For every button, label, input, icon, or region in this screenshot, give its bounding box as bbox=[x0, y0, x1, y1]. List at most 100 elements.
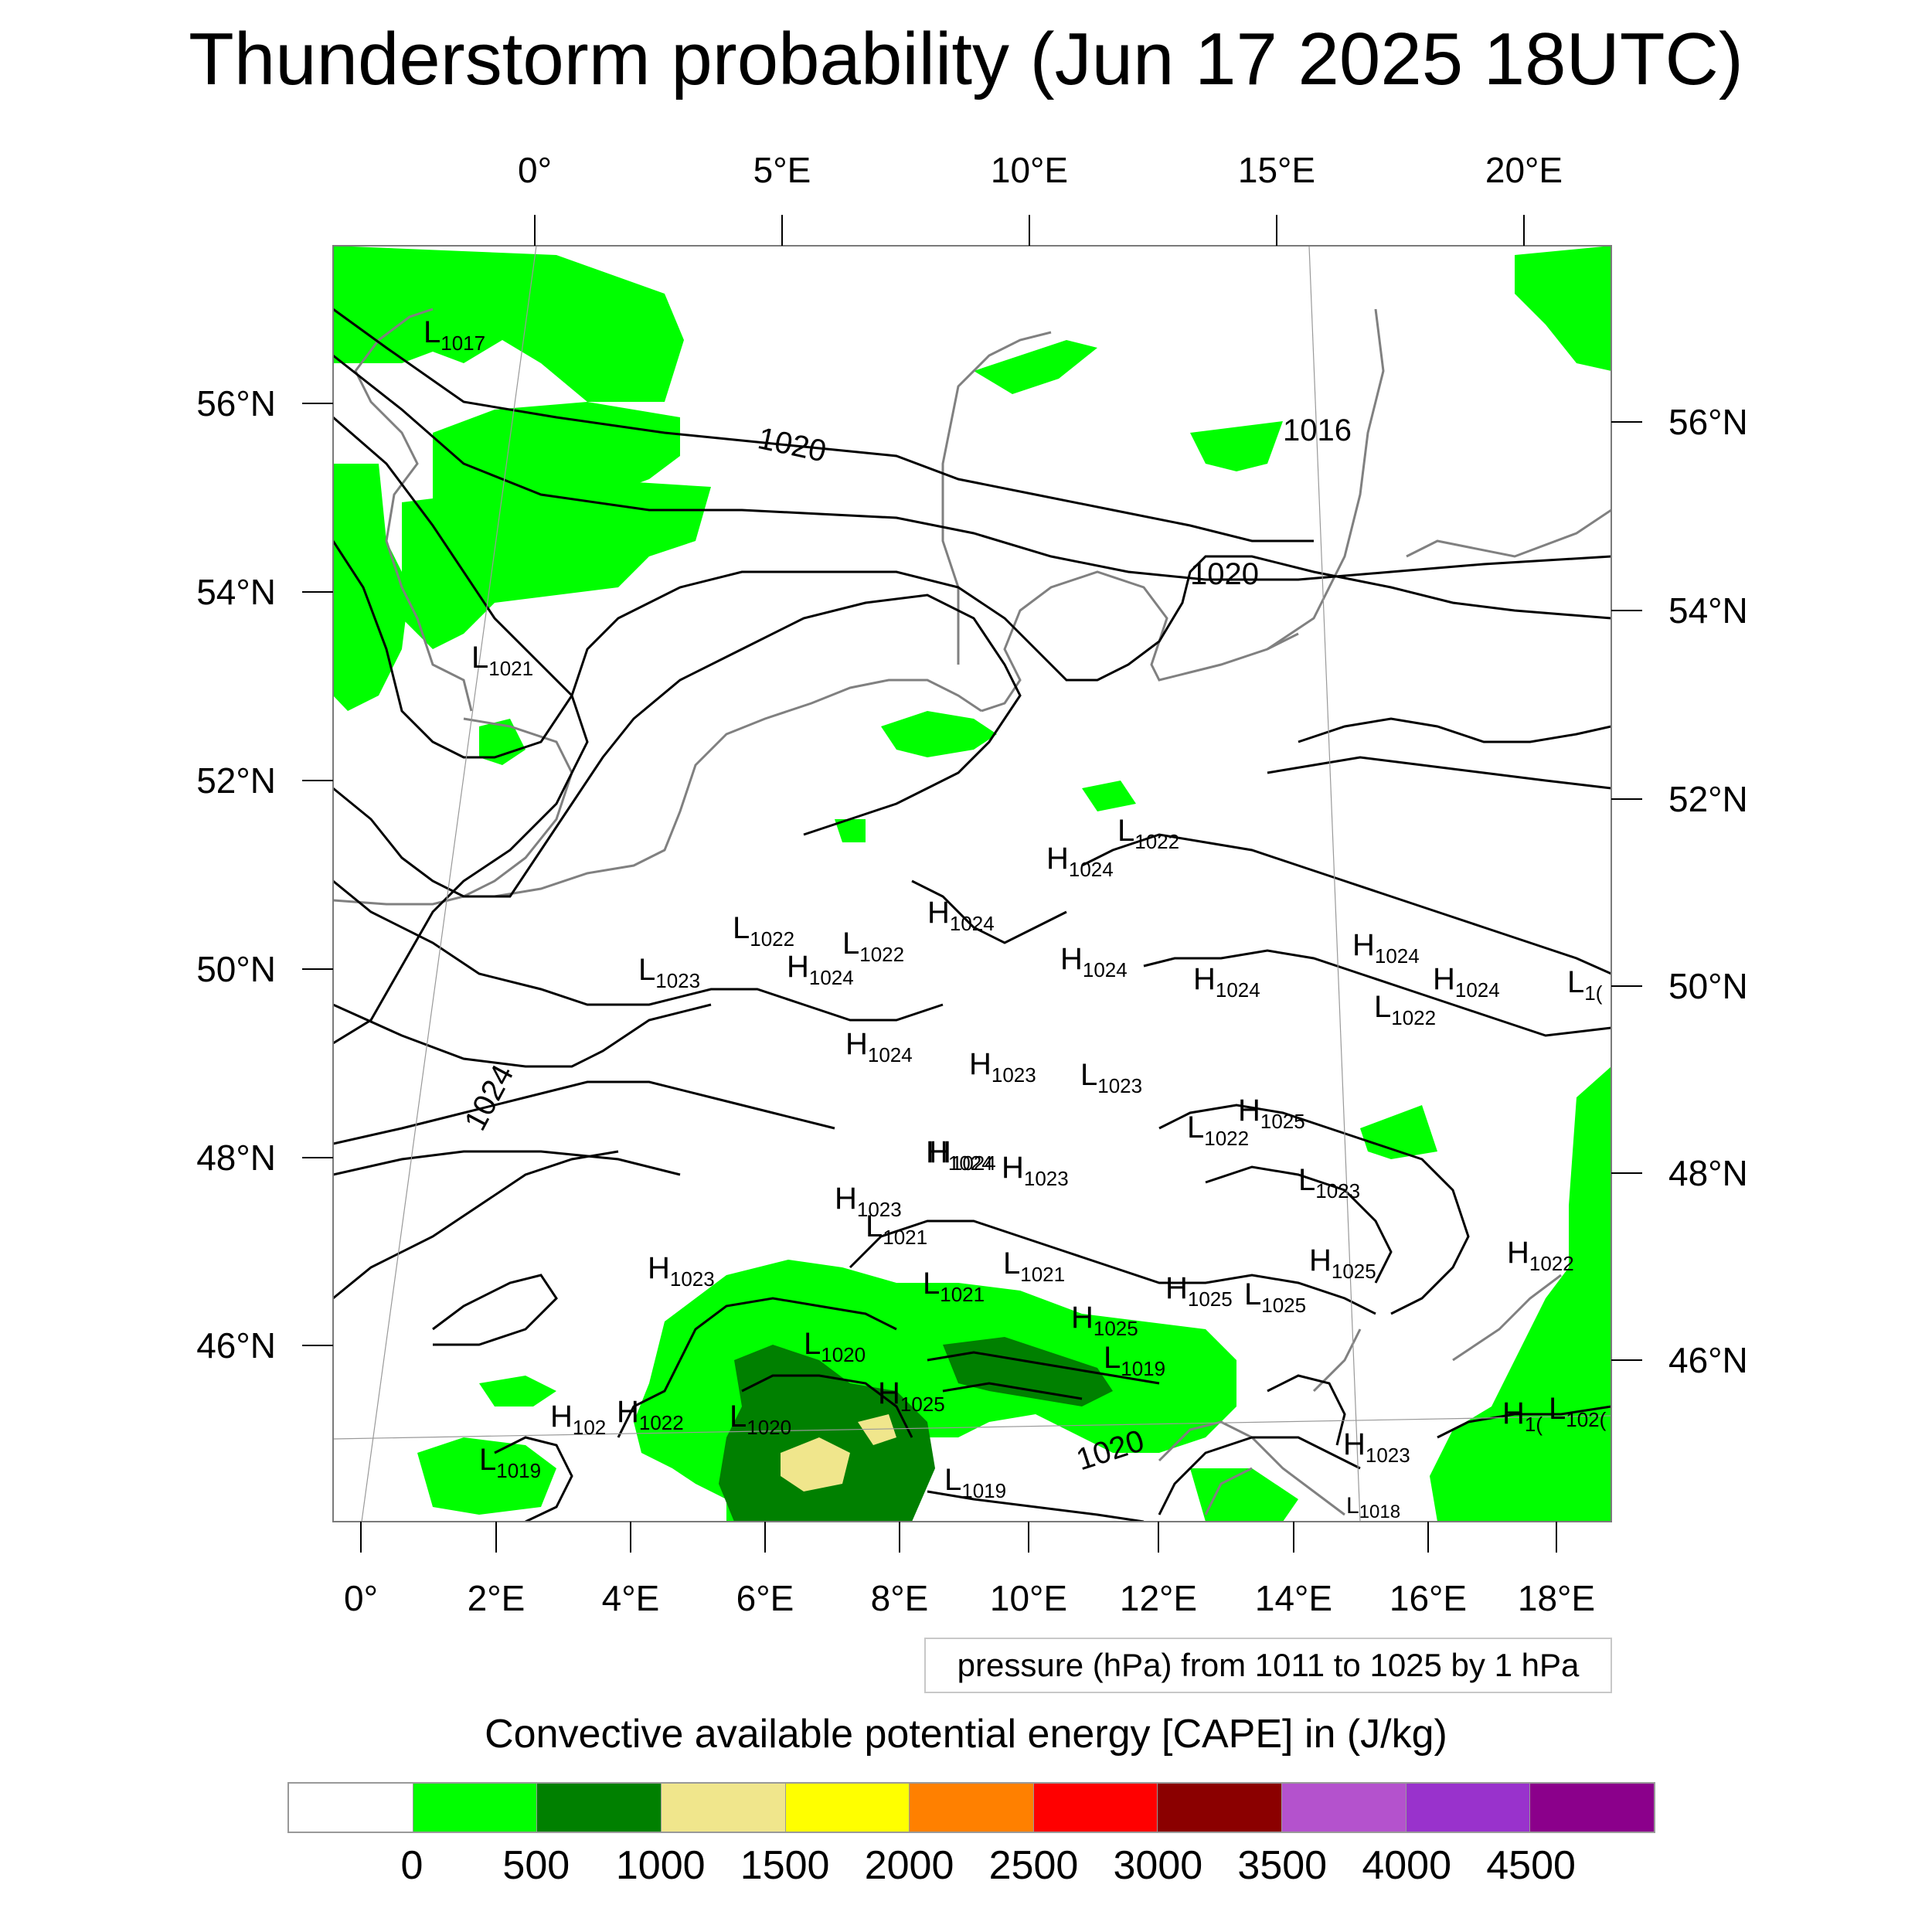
colorbar-swatch bbox=[909, 1784, 1033, 1832]
svg-text:H1024: H1024 bbox=[927, 896, 995, 935]
colorbar-label: 1500 bbox=[740, 1843, 830, 1888]
svg-text:H1024: H1024 bbox=[1433, 962, 1500, 1002]
svg-text:L1021: L1021 bbox=[866, 1209, 927, 1249]
pressure-center-letter: L bbox=[1346, 1493, 1359, 1519]
tick-label: 10°E bbox=[991, 150, 1068, 190]
tick-label: 46°N bbox=[196, 1325, 276, 1366]
colorbar-swatch bbox=[412, 1784, 537, 1832]
pressure-center-value: 1022 bbox=[859, 943, 904, 966]
tick-label: 20°E bbox=[1485, 150, 1563, 190]
pressure-center-letter: L bbox=[944, 1463, 961, 1497]
colorbar-label: 4000 bbox=[1362, 1843, 1452, 1888]
pressure-center-value: 1025 bbox=[1260, 1110, 1305, 1133]
pressure-center-value: 1020 bbox=[747, 1416, 791, 1439]
pressure-center-value: 1025 bbox=[1188, 1287, 1233, 1311]
svg-text:H1022: H1022 bbox=[617, 1395, 684, 1434]
pressure-center-value: 1023 bbox=[1315, 1179, 1360, 1202]
pressure-center-letter: H bbox=[1352, 928, 1375, 962]
tick-label: 52°N bbox=[196, 760, 276, 801]
svg-text:L1022: L1022 bbox=[842, 927, 904, 966]
tick-label: 50°N bbox=[1668, 966, 1748, 1006]
svg-text:L1022: L1022 bbox=[1187, 1111, 1249, 1150]
svg-text:H1023: H1023 bbox=[1002, 1151, 1069, 1190]
pressure-center-letter: L bbox=[1298, 1163, 1315, 1197]
pressure-center-value: 1( bbox=[1584, 981, 1602, 1005]
pressure-center-letter: H bbox=[878, 1376, 900, 1410]
svg-text:H1024: H1024 bbox=[926, 1135, 993, 1175]
pressure-center-letter: H bbox=[845, 1027, 868, 1061]
svg-text:L1019: L1019 bbox=[479, 1443, 541, 1482]
svg-text:H1022: H1022 bbox=[1507, 1236, 1574, 1275]
tick-label: 0° bbox=[518, 150, 552, 190]
svg-text:H1023: H1023 bbox=[969, 1047, 1036, 1087]
pressure-center-letter: L bbox=[1117, 814, 1134, 848]
pressure-center-letter: H bbox=[926, 1135, 948, 1169]
pressure-center-letter: H bbox=[550, 1400, 573, 1434]
colorbar-label: 1000 bbox=[615, 1843, 706, 1888]
svg-text:L1022: L1022 bbox=[1374, 990, 1436, 1029]
pressure-center-value: 1023 bbox=[1097, 1074, 1142, 1097]
svg-text:H1024: H1024 bbox=[1060, 942, 1128, 981]
colorbar-label: 0 bbox=[400, 1843, 423, 1888]
colorbar-label: 2500 bbox=[988, 1843, 1079, 1888]
pressure-center-value: 1022 bbox=[1391, 1006, 1436, 1029]
pressure-center-letter: L bbox=[1567, 965, 1584, 999]
svg-text:L1022: L1022 bbox=[733, 911, 794, 951]
pressure-center-letter: H bbox=[1502, 1396, 1525, 1430]
pressure-center-value: 1023 bbox=[655, 969, 700, 992]
tick-label: 12°E bbox=[1120, 1578, 1197, 1618]
svg-text:L1021: L1021 bbox=[471, 641, 533, 680]
pressure-center-value: 1018 bbox=[1359, 1502, 1400, 1522]
svg-text:H1(: H1( bbox=[1502, 1396, 1543, 1436]
pressure-center-value: 1021 bbox=[1020, 1263, 1065, 1286]
colorbar-swatch bbox=[784, 1784, 910, 1832]
pressure-info-box: pressure (hPa) from 1011 to 1025 by 1 hP… bbox=[924, 1638, 1612, 1693]
pressure-center-value: 1025 bbox=[1261, 1294, 1306, 1317]
pressure-center-value: 1022 bbox=[1529, 1252, 1574, 1275]
svg-text:H102: H102 bbox=[550, 1400, 606, 1439]
colorbar-label: 3000 bbox=[1113, 1843, 1203, 1888]
svg-text:H1024: H1024 bbox=[1193, 962, 1260, 1002]
pressure-center-value: 1024 bbox=[951, 1151, 996, 1175]
pressure-center-value: 1021 bbox=[940, 1283, 985, 1306]
tick-label: 16°E bbox=[1389, 1578, 1467, 1618]
tick-label: 14°E bbox=[1255, 1578, 1332, 1618]
pressure-center-value: 1022 bbox=[1204, 1127, 1249, 1150]
pressure-center-letter: L bbox=[842, 927, 859, 961]
pressure-center-value: 1025 bbox=[1094, 1317, 1138, 1340]
pressure-center-letter: H bbox=[1507, 1236, 1529, 1270]
pressure-center-letter: L bbox=[923, 1267, 940, 1301]
svg-text:L1019: L1019 bbox=[1104, 1341, 1165, 1380]
colorbar-label: 2000 bbox=[864, 1843, 954, 1888]
tick-label: 18°E bbox=[1518, 1578, 1595, 1618]
pressure-center-letter: H bbox=[1046, 842, 1069, 876]
left-latitude-labels: 56°N 54°N 52°N 50°N 48°N 46°N bbox=[196, 383, 276, 1366]
pressure-center-letter: L bbox=[1244, 1277, 1261, 1311]
pressure-center-letter: L bbox=[638, 953, 655, 987]
pressure-center-value: 1022 bbox=[639, 1411, 684, 1434]
svg-text:L1018: L1018 bbox=[1346, 1493, 1400, 1522]
pressure-center-value: 1021 bbox=[488, 657, 533, 680]
colorbar-swatch bbox=[1032, 1784, 1158, 1832]
right-latitude-labels: 56°N 54°N 52°N 50°N 48°N 46°N bbox=[1668, 402, 1748, 1380]
svg-text:L102(: L102( bbox=[1549, 1392, 1607, 1431]
top-longitude-labels: 0° 5°E 10°E 15°E 20°E bbox=[518, 150, 1563, 190]
tick-label: 56°N bbox=[1668, 402, 1748, 442]
pressure-center-value: 1024 bbox=[950, 912, 995, 935]
colorbar-swatch bbox=[289, 1784, 413, 1832]
svg-text:H1024: H1024 bbox=[845, 1027, 913, 1066]
map-frame bbox=[332, 245, 1612, 1522]
pressure-center-letter: H bbox=[1002, 1151, 1024, 1185]
pressure-center-value: 1023 bbox=[992, 1063, 1036, 1087]
colorbar-swatch bbox=[660, 1784, 785, 1832]
pressure-center-value: 1017 bbox=[440, 332, 485, 355]
svg-text:L1(: L1( bbox=[1567, 965, 1603, 1005]
pressure-center-value: 1024 bbox=[1069, 858, 1114, 881]
tick-label: 8°E bbox=[871, 1578, 929, 1618]
pressure-center-value: 1023 bbox=[1366, 1444, 1410, 1467]
graticule bbox=[333, 246, 1611, 1522]
tick-label: 50°N bbox=[196, 949, 276, 989]
pressure-center-value: 1024 bbox=[1375, 944, 1420, 968]
svg-text:H1023: H1023 bbox=[648, 1251, 715, 1291]
pressure-center-value: 1019 bbox=[1121, 1357, 1165, 1380]
